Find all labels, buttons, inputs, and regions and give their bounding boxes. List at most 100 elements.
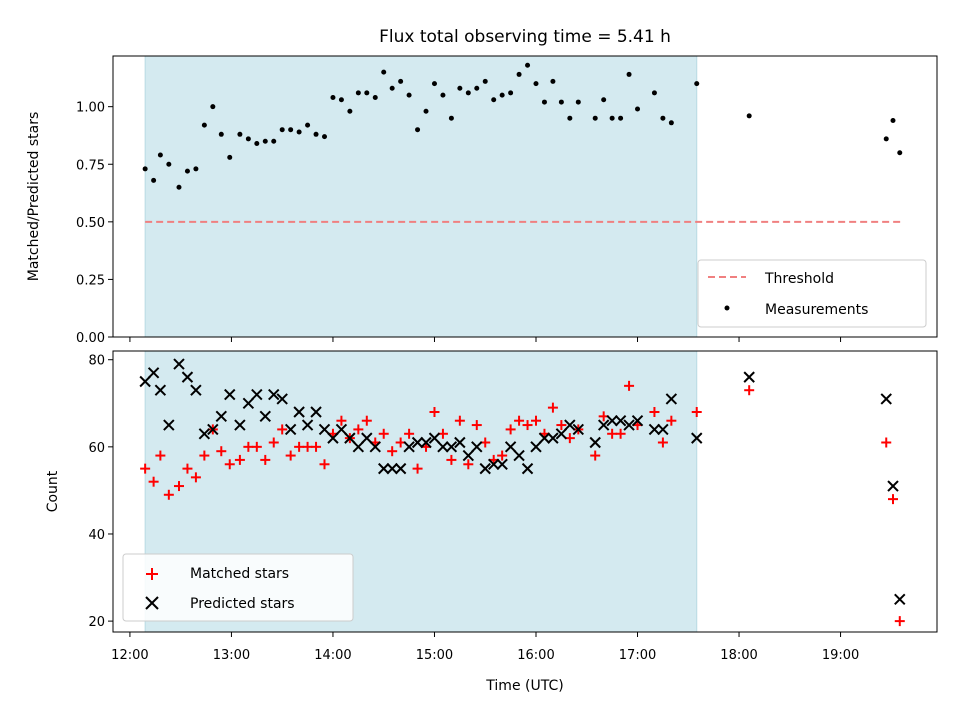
predicted-star-point — [479, 462, 491, 475]
matched-star-point — [649, 406, 660, 417]
predicted-star-point — [521, 462, 534, 475]
predicted-star-point — [198, 428, 211, 440]
measurement-point — [635, 106, 641, 112]
measurement-point — [151, 177, 157, 183]
matched-star-point — [199, 450, 210, 461]
measurement-point — [415, 127, 421, 133]
measurement-point — [567, 115, 573, 121]
x-tick-label: 18:00 — [720, 648, 757, 663]
matched-star-point — [336, 415, 347, 426]
measurement-point — [201, 122, 207, 128]
measurement-point — [330, 94, 336, 100]
measurement-point — [609, 115, 615, 121]
predicted-star-point — [555, 428, 568, 440]
measurement-point — [210, 104, 216, 110]
predicted-star-point — [547, 432, 559, 444]
matched-star-point — [590, 450, 601, 461]
y-tick-label: 0.50 — [76, 216, 105, 231]
x-tick-label: 12:00 — [111, 648, 148, 663]
predicted-star-point — [403, 441, 415, 453]
x-axis-label: Time (UTC) — [485, 678, 563, 694]
matched-star-point — [666, 415, 677, 426]
measurement-point — [465, 90, 471, 96]
matched-star-point — [412, 463, 423, 474]
bottom-y-ticks: 20 40 60 80 — [88, 354, 113, 630]
measurement-point — [491, 97, 497, 103]
predicted-star-point — [293, 406, 305, 418]
matched-star-point — [182, 463, 193, 474]
predicted-star-point — [352, 441, 365, 453]
predicted-star-point — [454, 436, 466, 449]
predicted-star-point — [564, 419, 576, 431]
legend-threshold-label: Threshold — [764, 271, 834, 287]
predicted-star-point — [327, 432, 339, 444]
predicted-star-point — [154, 384, 167, 396]
matched-star-point — [319, 459, 330, 470]
predicted-star-point — [190, 384, 202, 396]
y-tick-label: 0.00 — [76, 331, 105, 346]
measurement-point — [184, 168, 190, 174]
predicted-star-point — [880, 393, 892, 405]
legend-predicted-swatch — [145, 596, 159, 610]
measurement-point — [262, 138, 268, 144]
matched-star-point — [454, 415, 465, 426]
measurement-point — [364, 90, 370, 96]
predicted-star-point — [181, 371, 194, 383]
measurement-point — [389, 85, 395, 91]
predicted-star-point — [648, 423, 661, 436]
matched-star-point — [429, 406, 440, 417]
measurement-point — [381, 69, 387, 75]
measurement-point — [541, 99, 547, 105]
matched-star-point — [361, 415, 372, 426]
measurement-point — [618, 115, 624, 121]
measurement-point — [626, 71, 632, 77]
measurement-point — [897, 150, 903, 156]
predicted-star-point — [631, 414, 644, 427]
measurement-point — [440, 92, 446, 98]
predicted-star-point — [665, 393, 678, 405]
measurement-point — [482, 78, 488, 84]
measurement-point — [533, 81, 539, 87]
y-tick-label: 1.00 — [76, 101, 105, 116]
chart-title: Flux total observing time = 5.41 h — [379, 27, 671, 47]
predicted-star-point — [538, 432, 551, 444]
predicted-star-point — [597, 419, 610, 431]
matched-star-point — [311, 441, 322, 452]
top-x-ticks — [129, 337, 842, 342]
measurement-point — [883, 136, 889, 142]
matched-star-point — [155, 450, 166, 461]
predicted-star-point — [614, 414, 627, 427]
matched-star-point — [881, 437, 892, 448]
matched-star-point — [744, 385, 755, 396]
measurement-point — [457, 85, 463, 91]
predicted-star-point — [386, 462, 398, 475]
predicted-star-point — [378, 462, 390, 475]
predicted-star-point — [284, 423, 297, 436]
predicted-star-point — [530, 441, 542, 453]
measurement-point — [550, 78, 556, 84]
matched-star-point — [522, 420, 533, 431]
measurement-point — [355, 90, 361, 96]
matched-star-point — [251, 441, 262, 452]
matched-star-point — [607, 428, 618, 439]
measurement-point — [508, 90, 514, 96]
matched-star-point — [243, 441, 254, 452]
measurement-point — [193, 166, 199, 172]
predicted-star-point — [224, 388, 236, 401]
measurement-point — [660, 115, 666, 121]
matched-star-point — [260, 454, 271, 465]
predicted-star-point — [268, 388, 280, 401]
x-tick-label: 15:00 — [416, 648, 453, 663]
matched-star-point — [224, 459, 235, 470]
matched-star-point — [387, 446, 398, 457]
measurement-points — [142, 62, 903, 190]
matched-star-point — [378, 428, 389, 439]
predicted-star-point — [589, 436, 601, 449]
top-panel: 0.00 0.25 0.50 0.75 1.00 Matched/Predicted s… — [26, 55, 938, 346]
predicted-star-point — [487, 458, 500, 470]
predicted-star-point — [173, 358, 185, 370]
predicted-star-point — [344, 432, 356, 444]
predicted-star-point — [215, 410, 227, 423]
predicted-star-point — [361, 432, 373, 444]
bottom-legend: Matched stars Predicted stars — [122, 553, 354, 622]
